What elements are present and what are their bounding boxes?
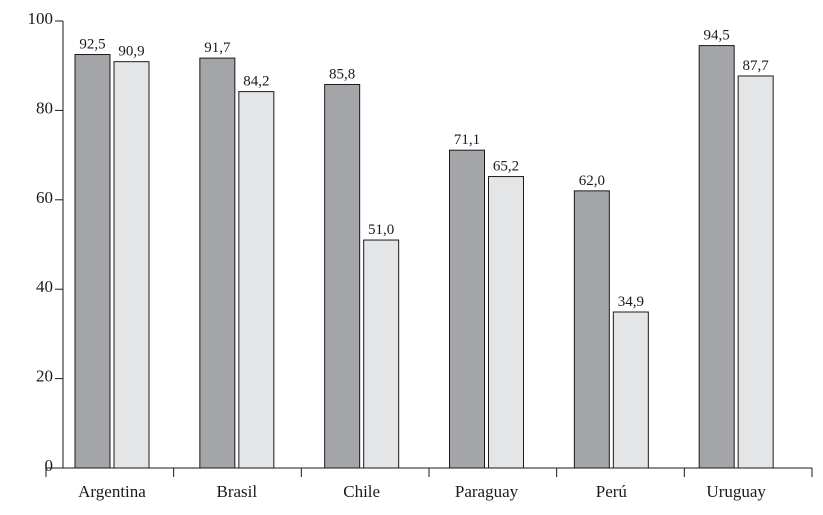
data-label: 87,7 — [743, 58, 770, 74]
y-tick-label: 80 — [36, 98, 53, 117]
data-label: 62,0 — [579, 173, 605, 189]
data-label: 71,1 — [454, 132, 480, 148]
y-axis: 0 20 40 60 80 100 — [28, 9, 64, 475]
bar — [113, 61, 150, 469]
y-tick-label: 60 — [36, 188, 53, 207]
data-label: 84,2 — [243, 74, 269, 90]
data-label: 91,7 — [204, 40, 231, 56]
x-category-label: Argentina — [78, 482, 146, 501]
bar — [363, 239, 400, 469]
bar — [238, 91, 275, 469]
bar — [612, 311, 649, 469]
data-label: 94,5 — [704, 28, 730, 44]
data-label: 92,5 — [79, 37, 105, 53]
data-label: 34,9 — [618, 294, 644, 310]
bar — [199, 57, 236, 469]
bar — [698, 45, 735, 469]
y-tick-label: 0 — [45, 456, 54, 475]
data-label: 85,8 — [329, 66, 355, 82]
bar — [737, 75, 774, 469]
bar — [449, 149, 485, 469]
data-label: 65,2 — [493, 159, 519, 175]
data-label: 90,9 — [118, 44, 144, 60]
y-tick-label: 40 — [36, 277, 53, 296]
y-tick-label: 100 — [28, 9, 54, 28]
x-category-label: Chile — [343, 482, 380, 501]
x-category-label: Brasil — [217, 482, 258, 501]
bar — [74, 54, 111, 469]
data-label: 51,0 — [368, 222, 394, 238]
bars — [74, 45, 774, 469]
data-labels: 92,5 90,9 91,7 84,2 85,8 51,0 71,1 65,2 62,0 34,9… — [79, 28, 769, 310]
x-category-label: Perú — [596, 482, 628, 501]
y-tick-label: 20 — [36, 367, 53, 386]
x-category-label: Paraguay — [455, 482, 519, 501]
bar — [488, 176, 524, 469]
x-category-label: Uruguay — [706, 482, 766, 501]
bar — [573, 190, 610, 469]
bar — [324, 83, 361, 469]
x-axis: Argentina Brasil Chile Paraguay Perú Uruguay — [45, 467, 813, 501]
